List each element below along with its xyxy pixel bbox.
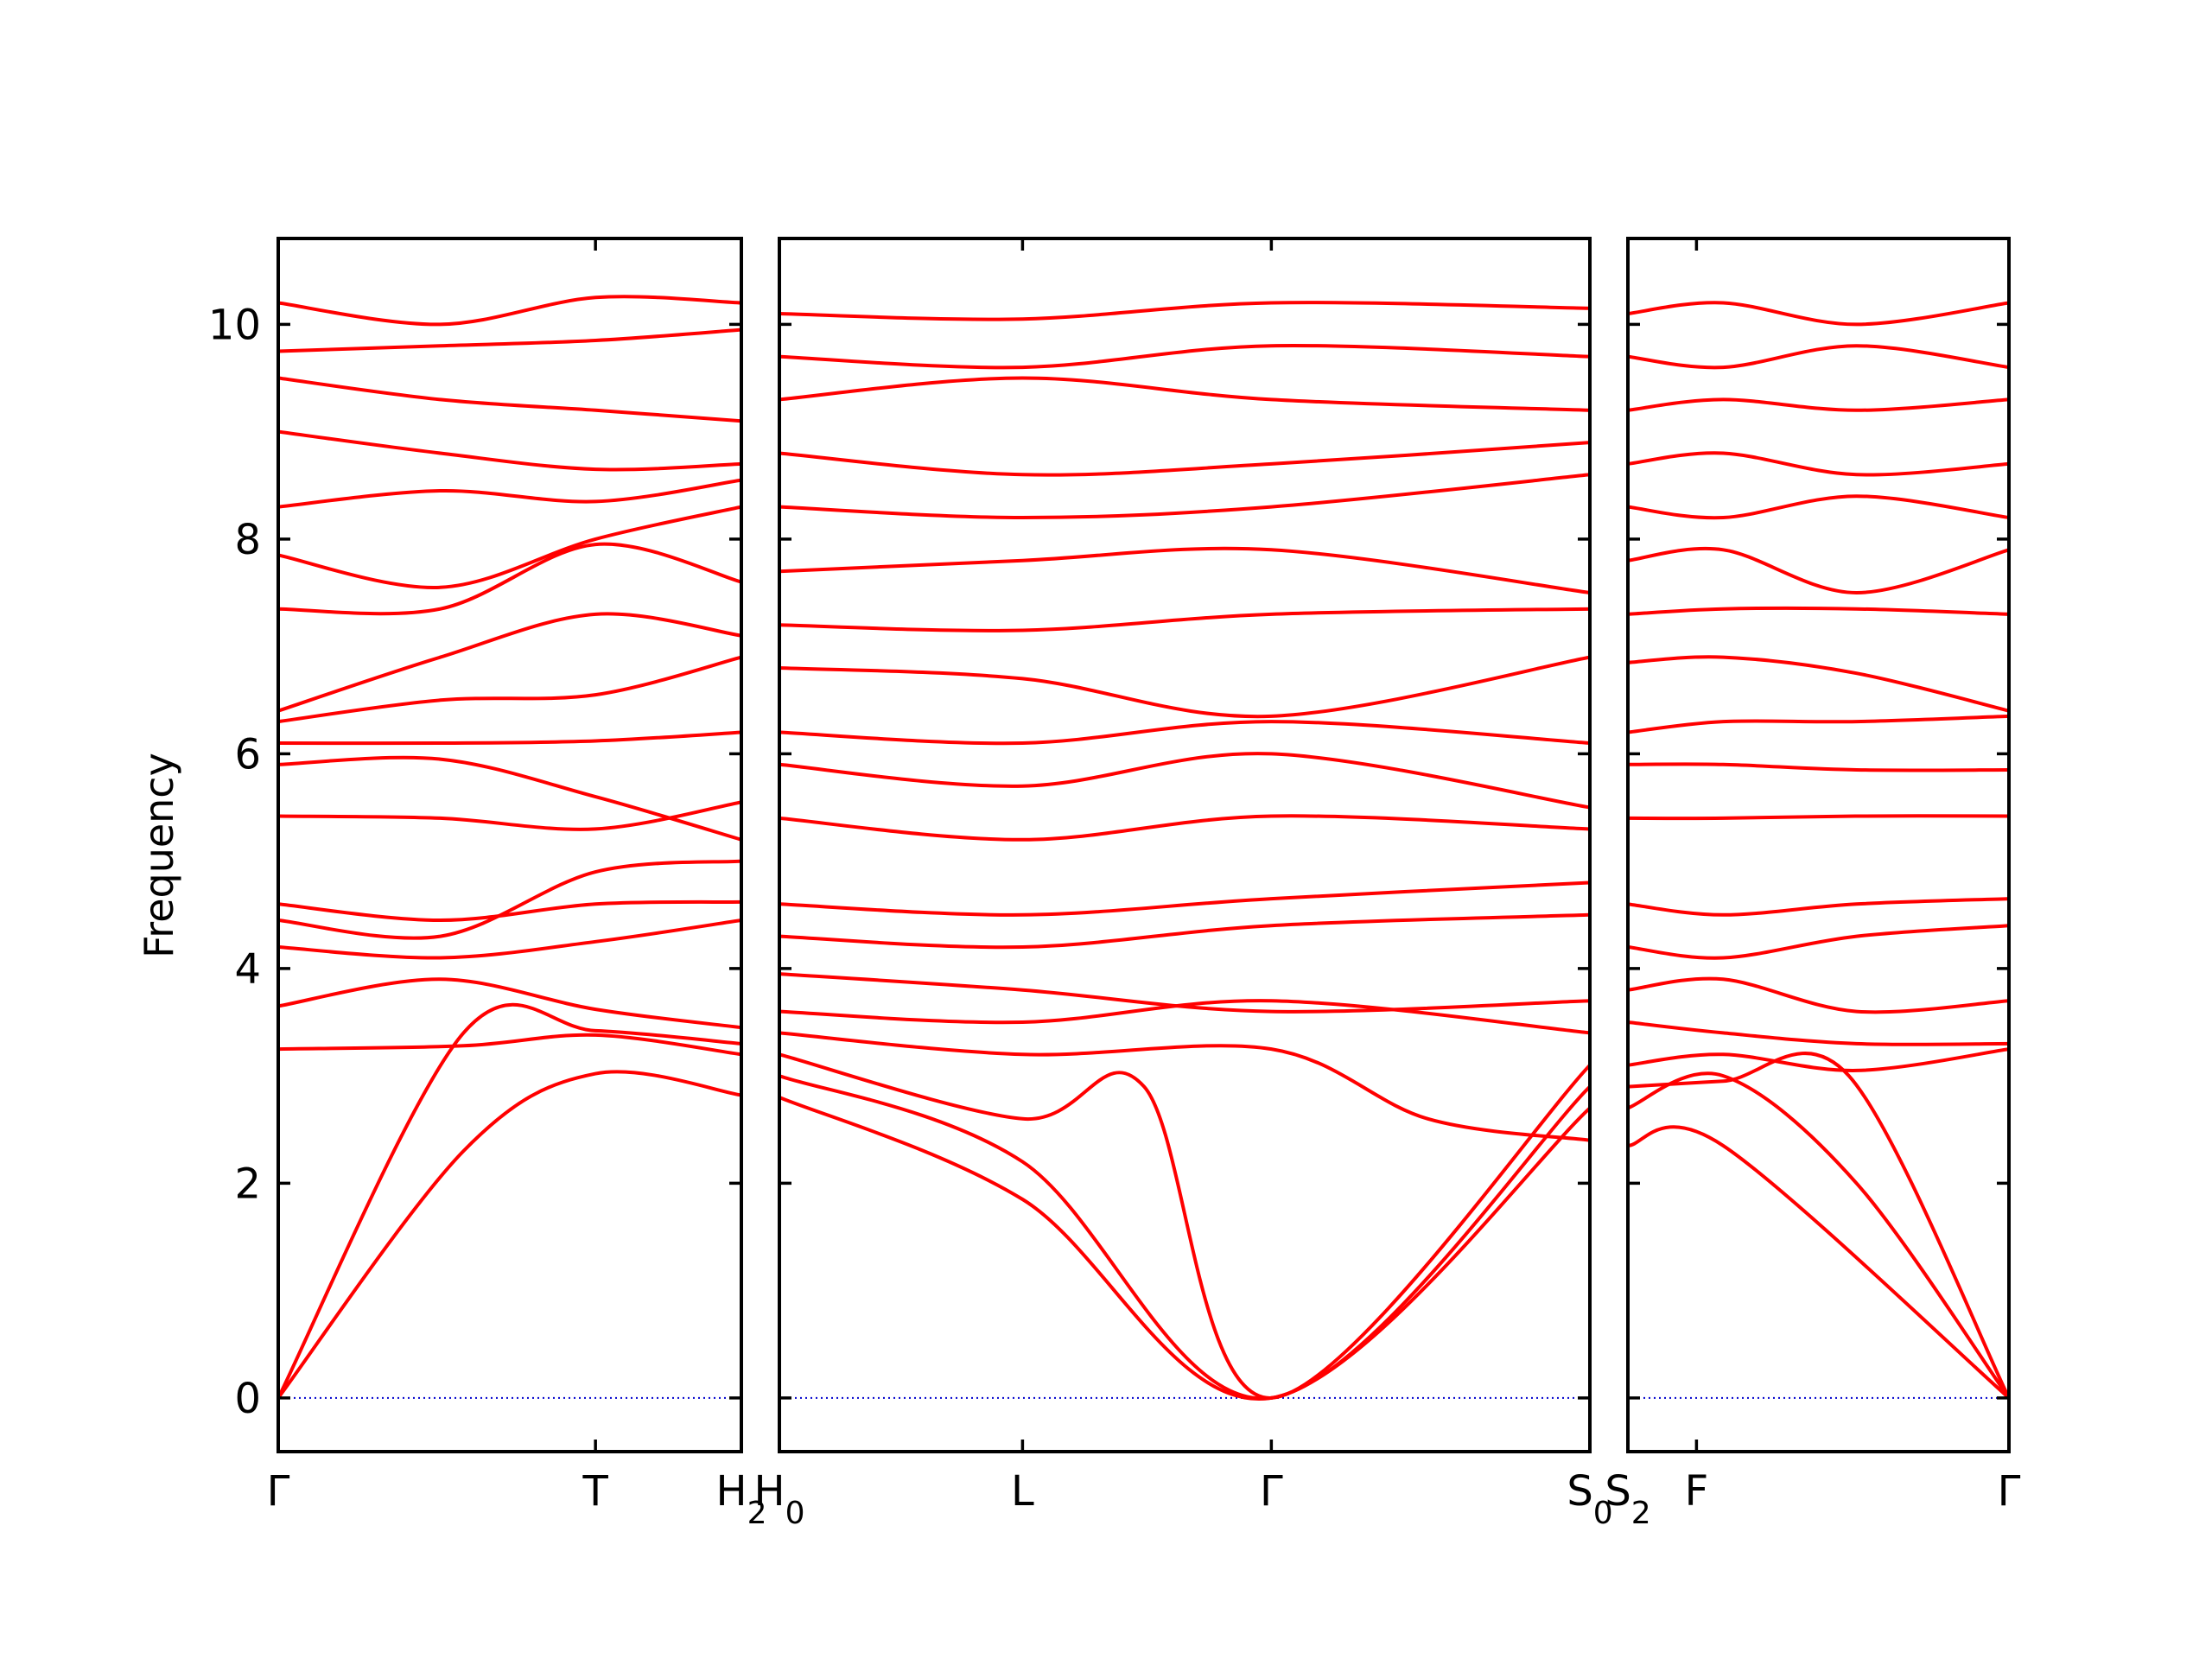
band-line xyxy=(278,505,741,589)
x-tick-label: Γ xyxy=(1998,1467,2021,1516)
band-line xyxy=(779,814,1590,842)
band-line xyxy=(278,478,741,509)
y-tick-label: 6 xyxy=(234,730,261,779)
band-line xyxy=(1628,451,2009,477)
bands-group xyxy=(278,295,741,1400)
bands-group xyxy=(1628,301,2009,1400)
band-line xyxy=(278,655,741,724)
band-line xyxy=(779,1096,1590,1402)
y-tick-label: 4 xyxy=(234,945,261,994)
panel-frame xyxy=(276,237,743,1453)
band-line xyxy=(1628,1020,2009,1046)
band-line xyxy=(779,301,1590,321)
band-line xyxy=(1628,494,2009,520)
band-line xyxy=(779,1031,1590,1142)
band-line xyxy=(1628,714,2009,734)
band-line xyxy=(1628,897,2009,917)
band-line xyxy=(1628,344,2009,370)
band-line xyxy=(278,899,741,922)
band-line xyxy=(779,546,1590,594)
band-line xyxy=(1628,976,2009,1014)
band-line xyxy=(779,1052,1590,1400)
x-tick-label: L xyxy=(1011,1467,1034,1516)
band-line xyxy=(278,800,741,831)
band-line xyxy=(1628,546,2009,594)
x-tick-label: Γ xyxy=(1260,1467,1283,1516)
band-line xyxy=(278,327,741,353)
band-line xyxy=(1628,814,2009,821)
band-line xyxy=(779,972,1590,1014)
y-tick-label: 2 xyxy=(234,1160,261,1208)
band-line xyxy=(278,1002,741,1399)
band-line xyxy=(1628,1125,2009,1400)
band-line xyxy=(779,655,1590,719)
band-line xyxy=(278,429,741,472)
band-line xyxy=(779,912,1590,950)
band-line xyxy=(278,755,741,842)
band-line xyxy=(278,376,741,423)
band-line xyxy=(278,612,741,713)
band-line xyxy=(779,441,1590,477)
band-line xyxy=(779,607,1590,632)
panel-3: S2 F Γ xyxy=(1605,237,2021,1531)
panel-2: H0 L Γ S0 xyxy=(754,237,1613,1531)
band-line xyxy=(779,752,1590,810)
y-axis-title: Frequency xyxy=(136,753,182,958)
band-line xyxy=(779,473,1590,519)
band-line xyxy=(779,344,1590,370)
band-line xyxy=(1628,301,2009,327)
band-line xyxy=(1628,1071,2009,1400)
band-line xyxy=(779,376,1590,412)
band-line xyxy=(1628,924,2009,960)
band-line xyxy=(278,1033,741,1057)
band-line xyxy=(278,295,741,327)
band-line xyxy=(278,730,741,746)
bands-group xyxy=(779,301,1590,1402)
band-line xyxy=(1628,606,2009,616)
band-line xyxy=(1628,1047,2009,1072)
band-line xyxy=(779,1074,1590,1401)
y-tick-label: 8 xyxy=(234,516,261,564)
x-tick-label: Γ xyxy=(267,1467,290,1516)
band-line xyxy=(779,999,1590,1035)
band-line xyxy=(278,918,741,960)
band-line xyxy=(1628,655,2009,713)
band-line xyxy=(779,880,1590,917)
band-line xyxy=(779,720,1590,746)
y-tick-label: 0 xyxy=(234,1375,261,1423)
x-tick-label: T xyxy=(582,1467,608,1516)
panel-frame xyxy=(1626,237,2011,1453)
band-line xyxy=(278,859,741,940)
band-line xyxy=(1628,397,2009,412)
band-line xyxy=(1628,762,2009,772)
y-tick-label: 10 xyxy=(208,301,261,349)
band-line xyxy=(1628,1052,2009,1399)
band-line xyxy=(278,1070,741,1400)
band-line xyxy=(278,977,741,1030)
panel-frame xyxy=(778,237,1592,1453)
x-tick-label: F xyxy=(1685,1467,1709,1516)
band-line xyxy=(278,542,741,616)
